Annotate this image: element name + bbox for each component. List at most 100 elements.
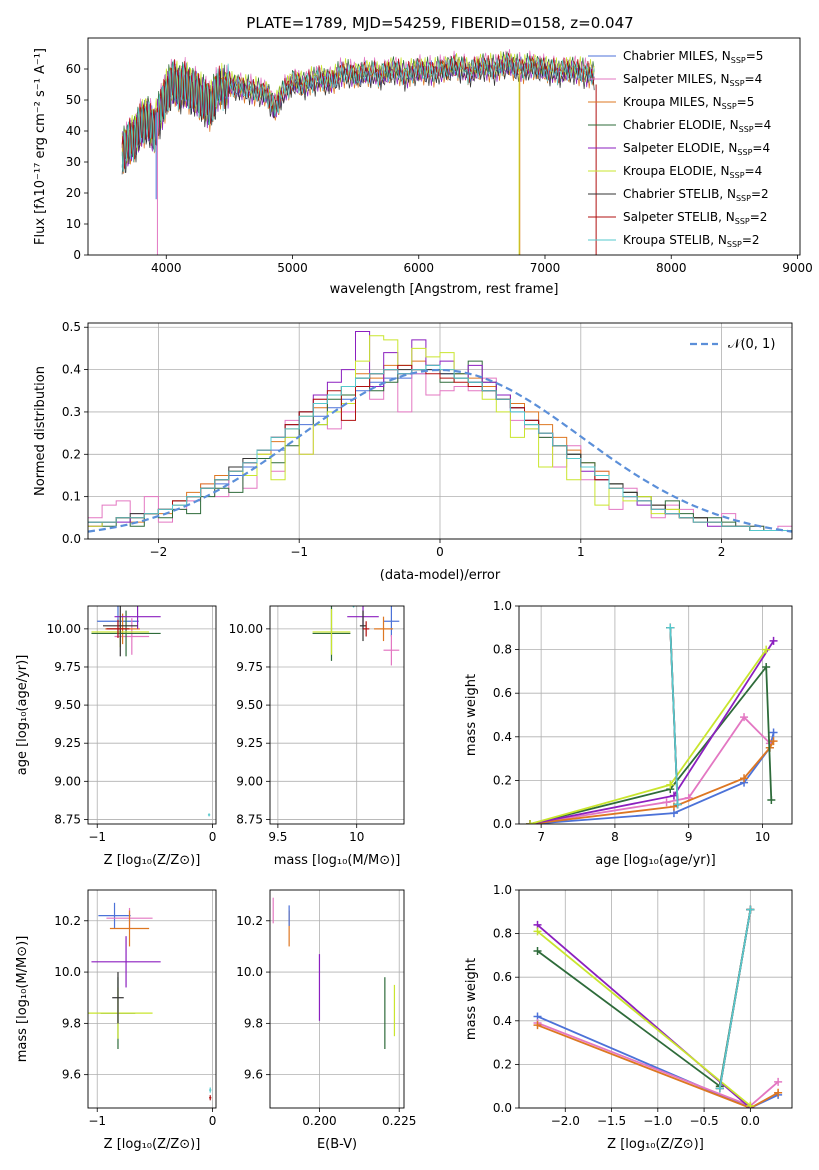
y-tick-label: 9.00 [236,774,263,788]
weight-marker [774,1077,783,1086]
x-axis-label: E(B-V) [317,1137,357,1152]
y-tick-label: 30 [66,155,81,169]
axes-frame [269,605,405,825]
y-tick-label: 50 [66,93,81,107]
x-tick-label: 1 [577,545,585,559]
axes-frame [87,37,801,256]
x-tick-label: 5000 [277,261,308,275]
plot-area [88,331,792,533]
mass_vs_Z-panel: −1 0 9.6 9.8 10.0 10.2 Z [log₁₀(Z/Z⊙)] mass [lo… [15,889,217,1152]
x-tick-label: 6000 [403,261,434,275]
y-tick-label: 10.0 [236,965,263,979]
mass_vs_EBV-panel: 0.200 0.225 9.6 9.8 10.0 10.2 E(B-V) [236,889,416,1152]
y-axis-label: Normed distribution [33,366,48,496]
x-tick-label: 0.225 [382,1114,416,1128]
plot-area [312,606,400,666]
x-tick-label: −1.0 [643,1114,672,1128]
x-axis-label: wavelength [Angstrom, rest frame] [330,282,559,297]
x-tick-label: −2 [150,545,168,559]
y-tick-label: 0.2 [62,447,81,461]
plot-area [88,902,212,1101]
x-axis-label: (data-model)/error [380,568,501,583]
y-tick-label: 40 [66,124,81,138]
weight-marker [666,780,675,789]
y-tick-label: 60 [66,62,81,76]
y-tick-label: 9.75 [54,660,81,674]
legend-label: Kroupa STELIB, NSSP=2 [623,233,760,249]
weight-marker [746,1101,755,1108]
weight-marker [533,927,542,936]
weight-marker [533,1021,542,1030]
x-tick-label: 0 [209,1114,217,1128]
x-axis-label: mass [log₁₀(M/M⊙)] [274,853,401,868]
residuals-panel: −2 −1 0 1 2 0.0 0.1 0.2 0.3 0.4 0.5 (data-model)/er… [33,320,793,583]
y-tick-label: 8.75 [236,812,263,826]
age_vs_mass-panel: 9.5 10 8.75 9.00 9.25 9.50 9.75 10.00 mass [log₁… [229,605,405,868]
plot-area [91,606,211,817]
gaussian-reference-curve [88,368,792,533]
y-axis-label: mass weight [464,958,479,1040]
x-tick-label: 10 [755,830,770,844]
x-tick-label: −0.5 [690,1114,719,1128]
x-tick-label: 0.200 [302,1114,336,1128]
axes-frame [87,889,217,1109]
weight-marker [767,796,776,805]
weight-line [529,740,775,824]
weight-line [536,930,751,1107]
x-tick-label: 9000 [782,261,813,275]
legend-label: Chabrier ELODIE, NSSP=4 [623,118,771,134]
legend-label: Chabrier STELIB, NSSP=2 [623,187,769,203]
y-tick-label: 9.8 [244,1016,263,1030]
x-tick-label: 0 [209,830,217,844]
weight-marker [762,645,771,654]
x-tick-label: 4000 [151,261,182,275]
weight-line [536,909,752,1088]
legend-label: Kroupa ELODIE, NSSP=4 [623,164,762,180]
weight-line [669,627,679,805]
age_vs_Z-panel: −1 0 8.75 9.00 9.25 9.50 9.75 10.00 Z [log₁₀(Z/Z… [15,605,217,868]
y-tick-label: 0.0 [62,532,81,546]
y-tick-label: 10 [66,217,81,231]
weight-line [529,715,771,824]
x-tick-label: 0 [436,545,444,559]
weight-line [529,640,775,824]
x-tick-label: 0.0 [741,1114,760,1128]
weight-marker [769,737,778,746]
weight-marker [762,663,771,672]
weight-line [537,1015,779,1108]
x-tick-label: 8000 [656,261,687,275]
weight-marker [769,636,778,645]
y-tick-label: 1.0 [493,883,512,897]
weight-line [530,732,775,824]
y-tick-label: 20 [66,186,81,200]
y-axis-label: age [log₁₀(age/yr)] [15,655,30,776]
y-tick-label: 0.1 [62,490,81,504]
x-tick-label: −1 [290,545,308,559]
x-tick-label: −1 [88,1114,106,1128]
x-tick-label: 9 [685,830,693,844]
y-tick-label: 9.50 [236,698,263,712]
y-axis-label: mass weight [464,674,479,756]
y-tick-label: 0.3 [62,405,81,419]
legend-label: Salpeter MILES, NSSP=4 [623,72,762,88]
y-tick-label: 0.8 [493,927,512,941]
x-tick-label: 8 [611,830,619,844]
legend-label: Kroupa MILES, NSSP=5 [623,95,754,111]
x-tick-label: −1.5 [597,1114,626,1128]
y-tick-label: 0.8 [493,643,512,657]
y-axis-label: mass [log₁₀(M/M⊙)] [15,936,30,1063]
panels-group: 4000 5000 6000 7000 8000 90000102030405060wav… [15,37,813,1152]
legend-label: Salpeter STELIB, NSSP=2 [623,210,767,226]
weight-marker [533,947,542,956]
y-tick-label: 10.2 [236,914,263,928]
y-tick-label: 0.6 [493,686,512,700]
x-tick-label: 7 [537,830,545,844]
spectrum-line-chabrier-stelib [121,59,595,175]
legend-label: 𝒩(0, 1) [728,337,775,352]
weight-marker [740,774,749,783]
y-tick-label: 9.50 [54,698,81,712]
weight-marker [746,905,755,914]
y-tick-label: 1.0 [493,599,512,613]
histogram-step [88,364,792,531]
weight-marker [673,800,682,809]
